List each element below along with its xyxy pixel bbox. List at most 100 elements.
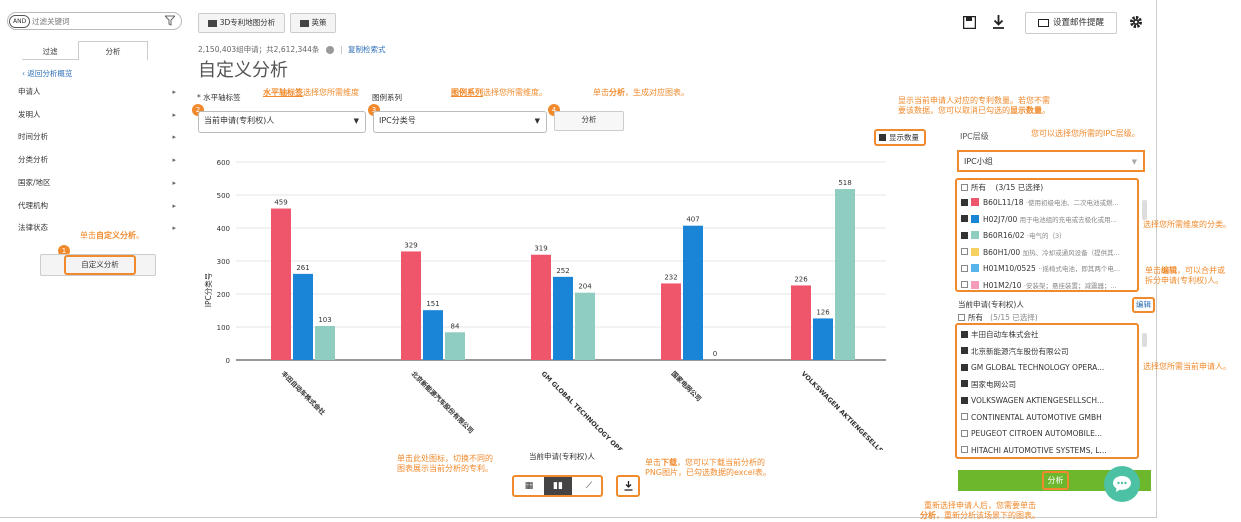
ipc-desc: ··摇椅式电池，即其两个电... (1038, 265, 1121, 273)
ipc-code: B60L11/18 (983, 198, 1024, 207)
y-tick-label: 0 (226, 357, 230, 365)
data-label: 261 (296, 264, 309, 272)
ipc-item[interactable]: B60H1/00 加热、冷却或通风设备（提供其... (961, 246, 1136, 260)
applicant-item[interactable]: CONTINENTAL AUTOMOTIVE GMBH (961, 411, 1136, 425)
applicant-item[interactable]: HITACHI AUTOMOTIVE SYSTEMS, L... (961, 444, 1136, 458)
map-icon (207, 19, 217, 27)
x-axis-select[interactable]: 当前申请(专利权)人 ▼ (198, 111, 366, 133)
bar-H02J7/00 (813, 318, 833, 360)
sidebar-item-inventor[interactable]: 发明人 ▸ (18, 105, 178, 125)
custom-analysis-button[interactable] (40, 254, 156, 276)
3d-map-button[interactable]: 3D专利地图分析 (198, 13, 285, 33)
chart-icon (299, 19, 309, 27)
back-to-overview-link[interactable]: ‹ 返回分析概览 (22, 69, 73, 78)
ipc-item[interactable]: H02J7/00 用于电池组的充电或去极化或用... (961, 213, 1136, 227)
ipc-code: H01M10/0525 (983, 264, 1036, 273)
series-select[interactable]: IPC分类号 ▼ (373, 111, 547, 133)
sidebar-item-time[interactable]: 时间分析 ▸ (18, 127, 178, 147)
y-tick-label: 200 (217, 291, 230, 299)
search-box[interactable]: AND (7, 12, 182, 30)
data-label: 126 (816, 308, 830, 316)
x-axis-label: * 水平轴标签 (197, 93, 241, 102)
tab-analysis[interactable]: 分析 (78, 41, 148, 60)
email-alert-button[interactable]: 设置邮件提醒 (1025, 12, 1117, 34)
ipc-code: B60H1/00 (983, 247, 1021, 257)
ipc-item-all[interactable]: 所有 (3/15 已选择) (961, 181, 1136, 195)
annotation-view-switch: 单击此处图标，切换不同的 图表展示当前分析的专利。 (397, 454, 493, 473)
checkbox-icon (961, 248, 968, 255)
chevron-right-icon: ▸ (172, 111, 176, 119)
applicant-name: 国家电网公司 (971, 379, 1016, 389)
insight-button[interactable]: 英策 (290, 13, 336, 33)
checkbox-icon (961, 396, 968, 404)
applicant-item[interactable]: PEUGEOT CITROEN AUTOMOBILE... (961, 427, 1136, 441)
ipc-level-select[interactable]: IPC小组 ▼ (957, 150, 1145, 172)
series-color-swatch (971, 231, 979, 239)
chat-icon[interactable] (1104, 466, 1140, 502)
ipc-item[interactable]: H01M10/0525 ··摇椅式电池，即其两个电... (961, 262, 1136, 276)
ipc-list-scrollbar[interactable] (1142, 200, 1147, 220)
applicant-label: 当前申请(专利权)人 (958, 300, 1024, 309)
applicant-name: PEUGEOT CITROEN AUTOMOBILE... (971, 429, 1102, 438)
chevron-right-icon: ▸ (172, 179, 176, 187)
data-label: 319 (534, 245, 547, 253)
applicant-item[interactable]: VOLKSWAGEN AKTIENGESELLSCH... (961, 394, 1136, 408)
applicant-item-all[interactable]: 所有 (5/15 已选择) (958, 312, 1038, 323)
sidebar-item-classification[interactable]: 分类分析 ▸ (18, 150, 178, 170)
sidebar-item-legal-status[interactable]: 法律状态 ▸ (18, 218, 178, 238)
download-icon[interactable] (992, 15, 1005, 31)
chevron-right-icon: ▸ (172, 224, 176, 232)
info-icon[interactable] (325, 46, 334, 54)
sidebar-item-applicant[interactable]: 申请人 ▸ (18, 82, 178, 102)
annotation-ipc-level: 您可以选择您所需的IPC层级。 (1031, 129, 1140, 138)
bar-B60R16/02 (445, 332, 465, 360)
gear-icon[interactable] (1129, 15, 1143, 31)
data-label: 84 (451, 322, 460, 330)
bar-H02J7/00 (683, 225, 703, 360)
panel-analyze-button[interactable] (958, 470, 1151, 491)
chevron-left-icon: ‹ (22, 69, 28, 78)
ipc-code: B60R16/02 (983, 231, 1025, 240)
bar-view-icon[interactable]: ▮▮ (544, 477, 572, 495)
tab-filter[interactable]: 过滤 (22, 43, 78, 60)
data-label: 459 (274, 199, 287, 207)
ipc-item[interactable]: B60R16/02 ·电气的｛3｝ (961, 229, 1136, 243)
checkbox-icon (961, 446, 968, 453)
mail-alert-icon (1037, 18, 1049, 27)
applicant-name: CONTINENTAL AUTOMOTIVE GMBH (971, 412, 1102, 422)
checkbox-icon (961, 198, 968, 206)
bar-B60R16/02 (835, 189, 855, 360)
sidebar-item-agency[interactable]: 代理机构 ▸ (18, 196, 178, 216)
ipc-item[interactable]: H01M2/10 ·安装架；悬挂装置；减震器；... (961, 279, 1136, 291)
custom-analysis-highlight: 自定义分析 (64, 255, 136, 275)
applicant-item[interactable]: GM GLOBAL TECHNOLOGY OPERA... (961, 361, 1136, 375)
bar-B60R16/02 (315, 326, 335, 360)
bar-B60L11/18 (401, 251, 421, 360)
ipc-item[interactable]: B60L11/18 ·使用初级电池、二次电池或燃... (961, 196, 1136, 210)
applicant-item[interactable]: 国家电网公司 (961, 378, 1136, 392)
and-badge[interactable]: AND (9, 15, 31, 28)
table-view-icon[interactable]: ▦ (524, 481, 534, 491)
applicant-item[interactable]: 丰田自动车株式会社 (961, 328, 1136, 342)
applicant-list-scrollbar[interactable] (1142, 333, 1147, 347)
checkbox-icon (961, 215, 968, 222)
filter-keyword-input[interactable] (32, 15, 152, 28)
annotation-ipc-list: 选择您所需维度的分类。 (1143, 220, 1231, 229)
annotation-applicant: 选择您所需当前申请人。 (1143, 362, 1231, 371)
applicant-item[interactable]: 北京新能源汽车股份有限公司 (961, 345, 1136, 359)
show-count-checkbox[interactable]: 显示数量 (874, 129, 926, 146)
bar-B60L11/18 (531, 254, 551, 360)
save-icon[interactable] (962, 15, 977, 31)
edit-link[interactable]: 编辑 (1132, 297, 1155, 313)
annotation-x-axis: 水平轴标签选择您所需维度 (263, 88, 359, 97)
sidebar-item-country[interactable]: 国家/地区 ▸ (18, 173, 178, 193)
result-stats: 2,150,403组申请；共2,612,344条 | 复制检索式 (198, 45, 386, 54)
line-view-icon[interactable]: ⟋ (585, 481, 593, 491)
ipc-desc: 用于电池组的充电或去极化或用... (1019, 215, 1117, 224)
copy-query-link[interactable]: 复制检索式 (348, 45, 386, 54)
analyze-button[interactable]: 分析 (554, 111, 624, 131)
data-label: 226 (794, 275, 808, 283)
filter-icon[interactable] (163, 15, 177, 28)
applicant-name: 丰田自动车株式会社 (971, 330, 1039, 339)
chart-download-button[interactable] (616, 475, 640, 497)
